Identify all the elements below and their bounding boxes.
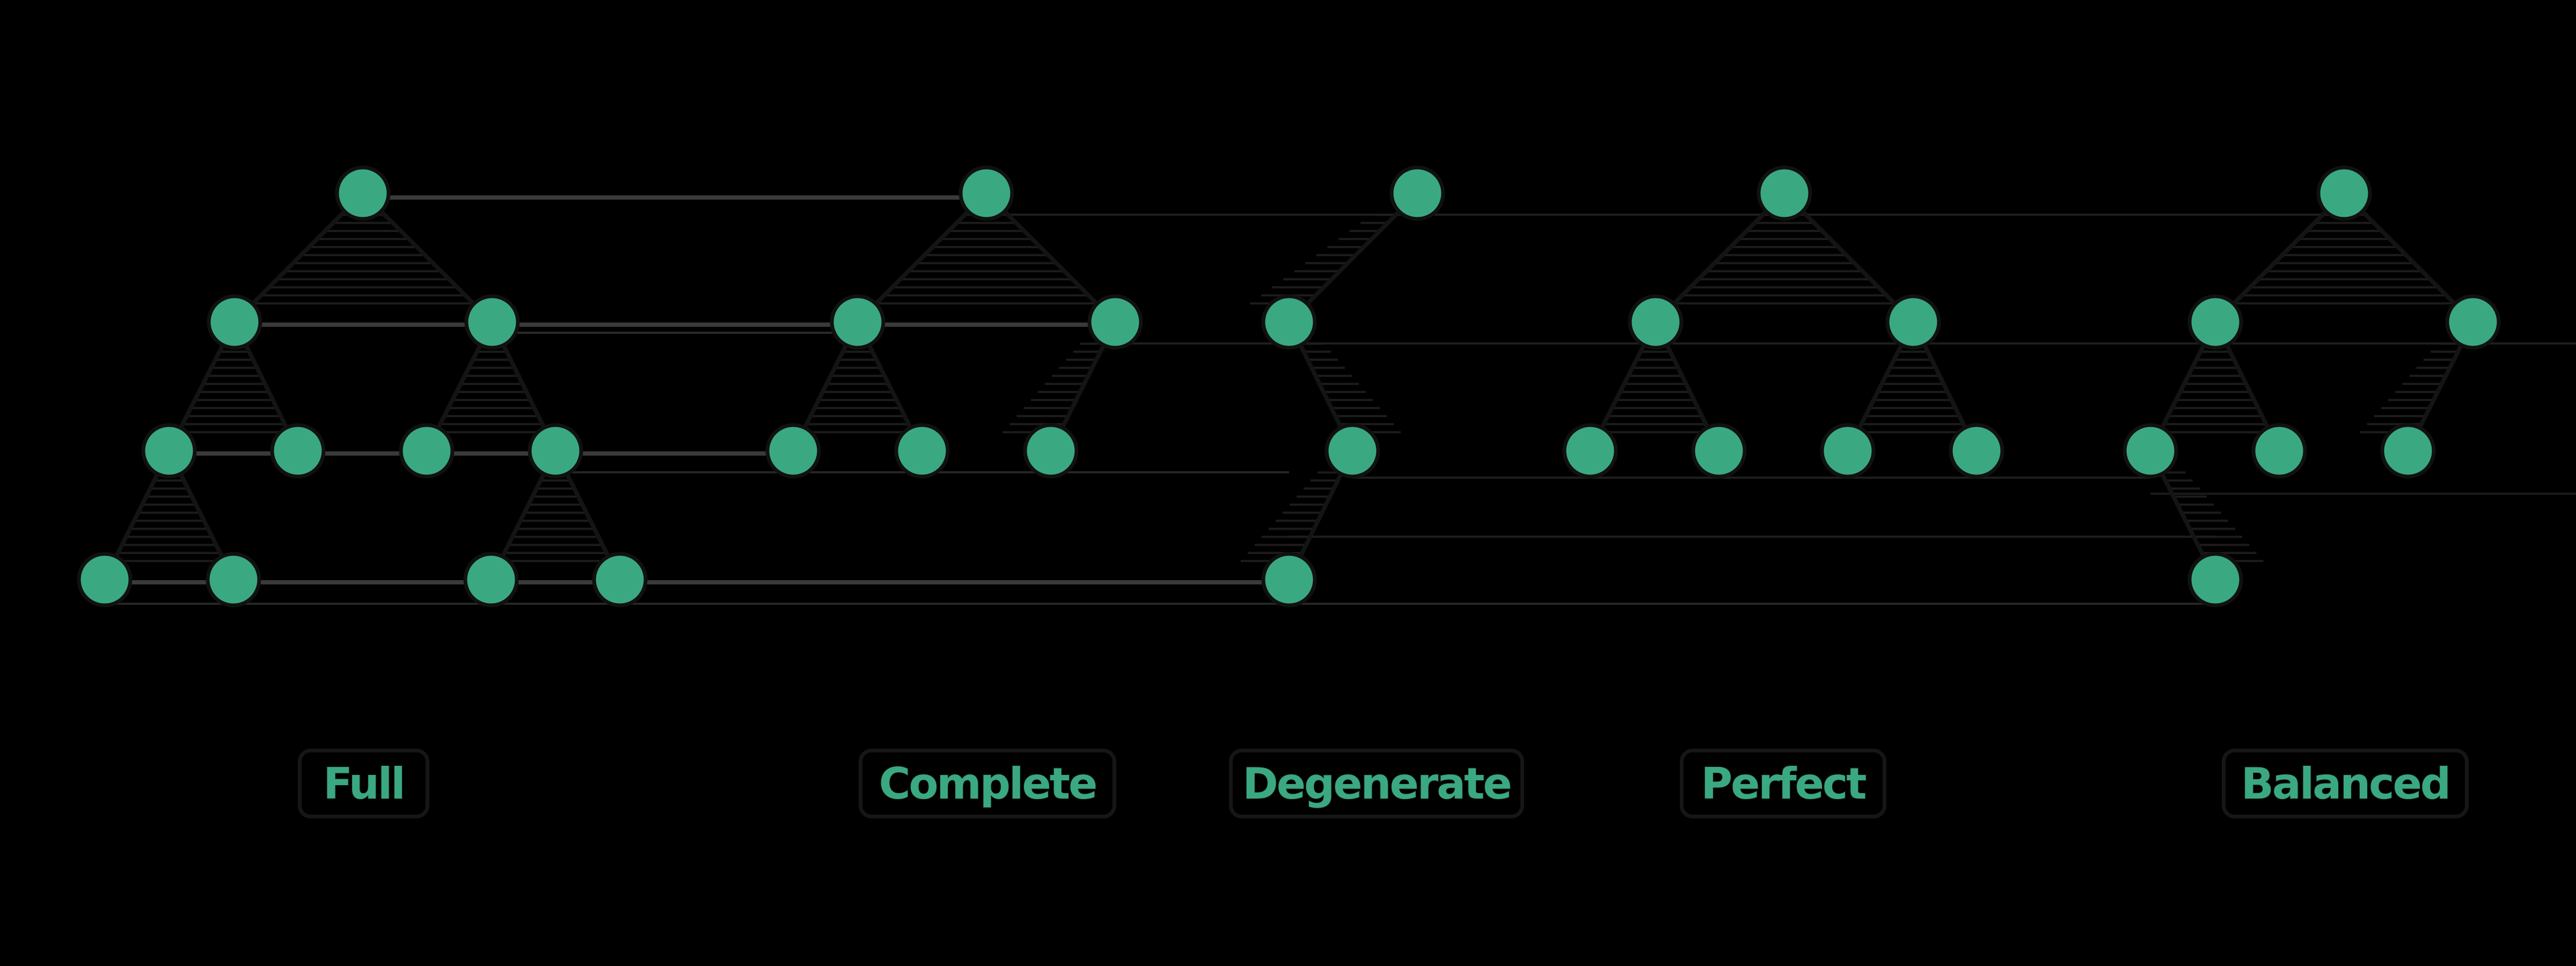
hatch-balanced-b (2360, 342, 2462, 434)
hatch-perfect-a (1599, 342, 1710, 434)
tree-node-perfect-a (1628, 294, 1684, 350)
tree-node-perfect-b (1885, 294, 1941, 350)
tree-node-full-h (206, 552, 261, 608)
tree-node-degenerate-c (1261, 552, 1317, 608)
tree-node-full-j (592, 552, 648, 608)
tree-node-complete-b (1087, 294, 1143, 350)
label-complete: Complete (859, 749, 1116, 818)
label-degenerate: Degenerate (1229, 749, 1524, 818)
edge-complete-r-b (984, 191, 1117, 324)
hatch-balanced-a (2160, 342, 2270, 434)
hatch-degenerate-a (1299, 342, 1401, 434)
tree-node-balanced-b (2445, 294, 2501, 350)
edge-perfect-r-a (1653, 191, 1787, 324)
label-balanced-text: Balanced (2240, 758, 2451, 809)
hatch-complete-a (802, 342, 913, 434)
label-degenerate-text: Degenerate (1242, 758, 1513, 809)
tree-node-perfect-c (1562, 423, 1618, 479)
tree-node-balanced-d (2251, 423, 2307, 479)
label-full: Full (298, 749, 429, 818)
tree-node-full-g (77, 552, 133, 608)
tree-node-full-b (464, 294, 520, 350)
hatch-full-b (436, 342, 546, 434)
tree-node-full-c (141, 423, 197, 479)
tree-node-full-i (463, 552, 519, 608)
tree-node-balanced-e (2380, 423, 2436, 479)
tree-node-full-f (528, 423, 583, 479)
label-full-text: Full (323, 758, 406, 809)
tree-node-degenerate-b (1324, 423, 1380, 479)
edge-complete-r-a (855, 191, 989, 324)
tree-node-full-a (207, 294, 262, 350)
tree-node-balanced-f (2187, 552, 2243, 608)
label-complete-text: Complete (878, 758, 1098, 809)
tree-node-perfect-e (1820, 423, 1876, 479)
tree-node-degenerate-a (1261, 294, 1317, 350)
tree-node-complete-r (958, 165, 1014, 221)
edge-degenerate-r-a (1287, 191, 1419, 324)
tree-node-complete-e (1023, 423, 1079, 479)
edge-balanced-r-a (2213, 191, 2346, 324)
edge-full-r-a (232, 191, 365, 324)
tree-nodes (77, 165, 2501, 608)
label-balanced: Balanced (2222, 749, 2469, 818)
hatch-full-r (253, 214, 474, 305)
tree-node-balanced-r (2316, 165, 2372, 221)
tree-node-full-d (270, 423, 326, 479)
hatch-full-c (114, 471, 224, 562)
edge-full-r-b (361, 191, 494, 324)
tree-node-perfect-d (1691, 423, 1747, 479)
tree-node-full-r (335, 165, 391, 221)
edge-perfect-r-b (1782, 191, 1915, 324)
hatch-perfect-b (1857, 342, 1967, 434)
tree-node-complete-d (894, 423, 950, 479)
hatch-balanced-c (2161, 471, 2264, 562)
hatch-balanced-r (2234, 214, 2455, 305)
label-perfect: Perfect (1680, 749, 1886, 818)
tree-node-perfect-r (1757, 165, 1812, 221)
label-perfect-text: Perfect (1700, 758, 1868, 809)
tree-node-perfect-f (1949, 423, 2004, 479)
tree-node-complete-a (830, 294, 885, 350)
hatch-full-a (178, 342, 289, 434)
hatch-degenerate-b (1240, 471, 1342, 562)
hatch-layer (114, 214, 2462, 562)
edge-balanced-r-b (2342, 191, 2475, 324)
hatch-complete-r (876, 214, 1097, 305)
hatch-perfect-r (1674, 214, 1895, 305)
tree-node-balanced-a (2187, 294, 2243, 350)
tree-node-balanced-c (2123, 423, 2178, 479)
tree-node-full-e (399, 423, 455, 479)
tree-node-degenerate-r (1389, 165, 1445, 221)
tree-node-complete-c (765, 423, 821, 479)
hatch-complete-b (1002, 342, 1104, 434)
hatch-full-f (500, 471, 611, 562)
